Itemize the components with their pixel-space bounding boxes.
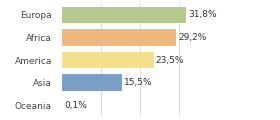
Text: 31,8%: 31,8% — [188, 10, 217, 19]
Text: 23,5%: 23,5% — [156, 55, 184, 65]
Text: 29,2%: 29,2% — [178, 33, 206, 42]
Bar — [62, 29, 176, 46]
Bar — [62, 52, 154, 68]
Bar — [62, 7, 186, 23]
Text: 0,1%: 0,1% — [64, 101, 87, 110]
Text: 15,5%: 15,5% — [124, 78, 153, 87]
Bar — [62, 74, 122, 91]
